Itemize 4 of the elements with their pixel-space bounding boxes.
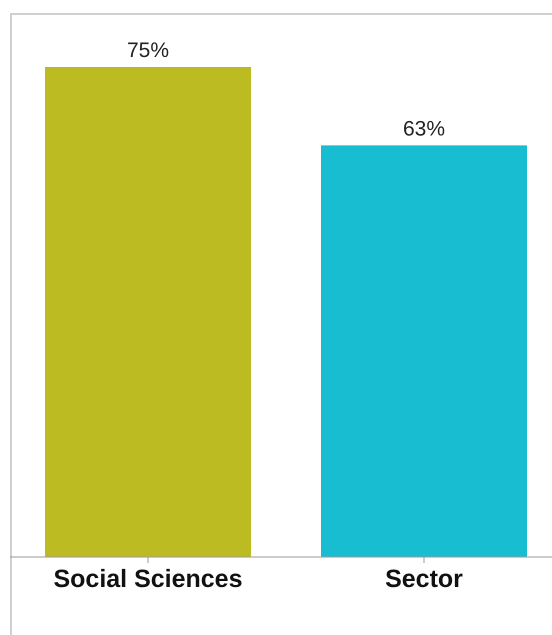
x-tick-label: Social Sciences [53, 564, 243, 593]
data-label: 75% [126, 39, 170, 62]
data-label: 63% [402, 117, 446, 140]
x-tick-label: Sector [385, 564, 464, 593]
